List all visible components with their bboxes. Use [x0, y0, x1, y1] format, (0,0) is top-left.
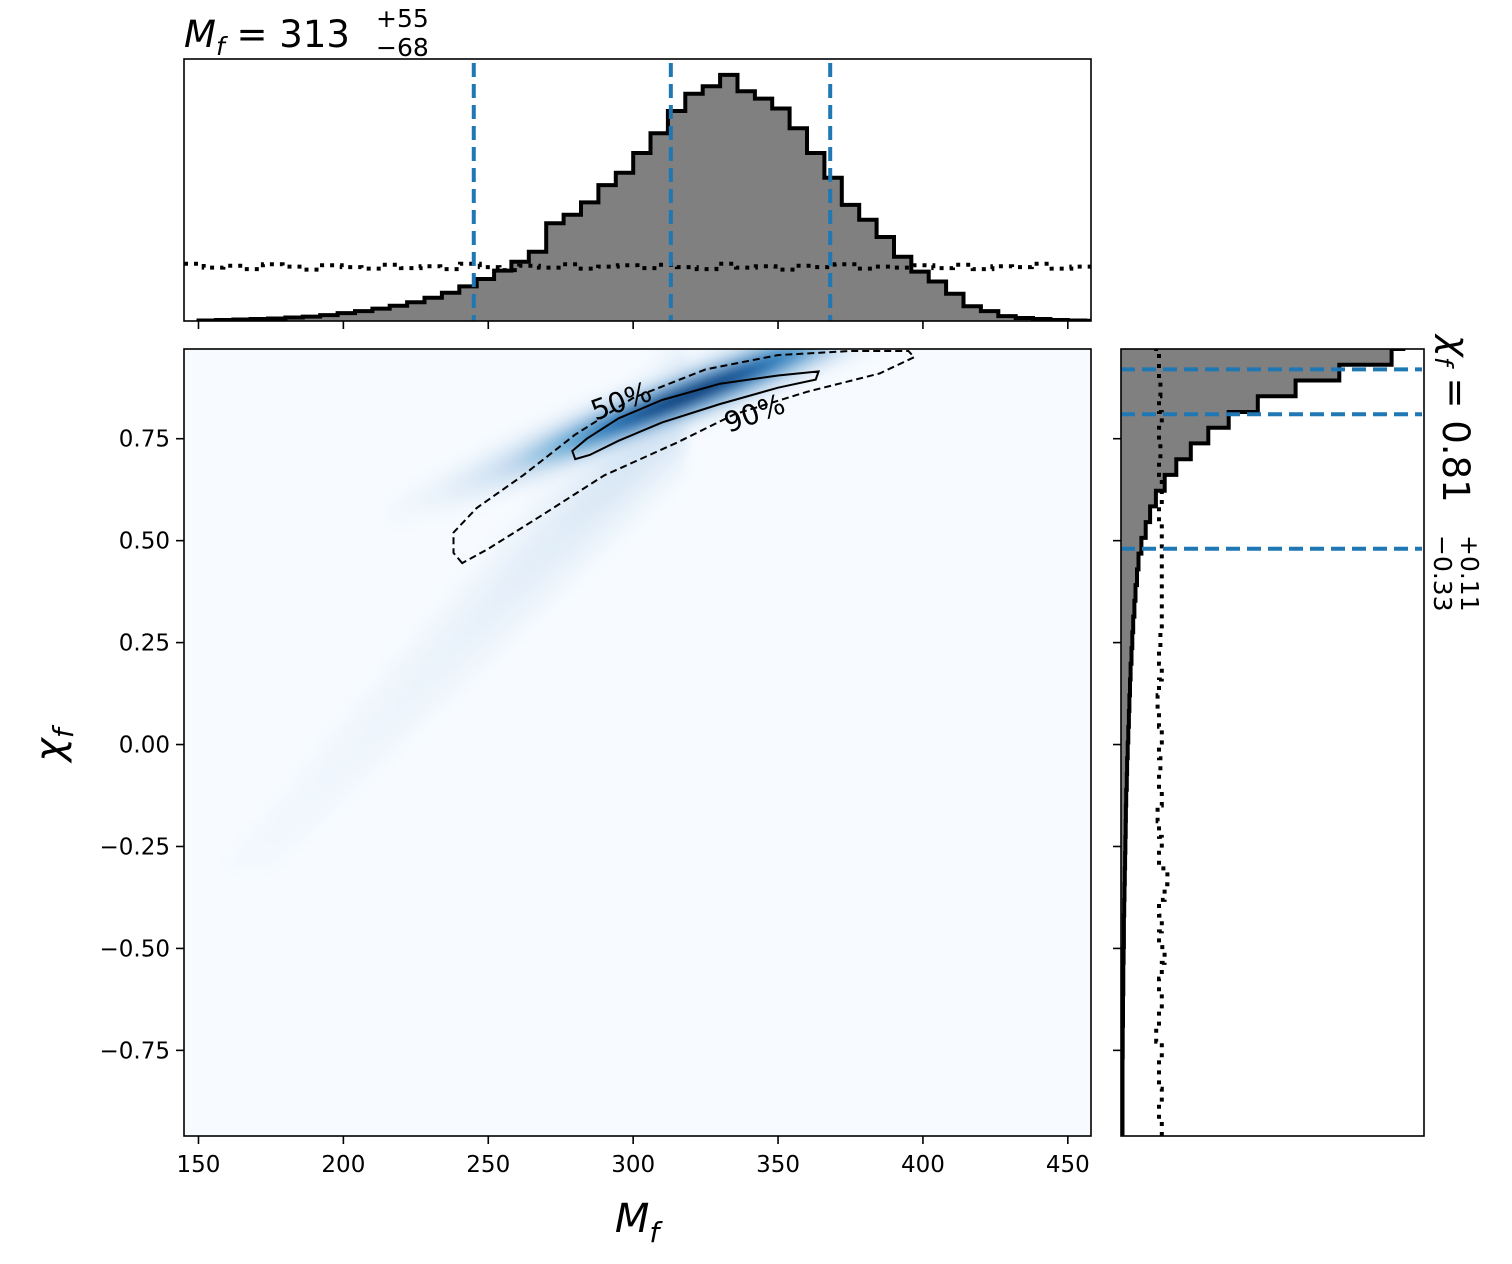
- top-title: Mf = 313: [184, 13, 350, 61]
- right-marginal-panel: χf = 0.81 +0.11 −0.33: [1113, 333, 1484, 1137]
- right-quantile-lines: [1121, 367, 1422, 551]
- x-tick-label: 400: [901, 1152, 945, 1178]
- x-tick-label: 200: [321, 1152, 365, 1178]
- top-panel-frame: [183, 58, 1092, 322]
- x-axis-label: Mf: [615, 1196, 664, 1249]
- x-tick-label: 350: [756, 1152, 800, 1178]
- y-axis-label-symbol: χ: [27, 737, 73, 764]
- joint-panel-frame: [183, 348, 1092, 1137]
- top-marginal-panel: Mf = 313 +55 −68: [183, 4, 1092, 329]
- top-histogram-bars: [196, 72, 1091, 321]
- top-prior-line: [184, 261, 1091, 273]
- right-panel-frame: [1120, 348, 1425, 1137]
- y-tick-label: 0.00: [119, 733, 170, 759]
- joint-panel: 150 200 250 300 350 400 450 −0.75 −0.50 −0.25 0.0…: [27, 348, 1092, 1249]
- x-axis-label-subscript: f: [649, 1216, 663, 1249]
- top-quantile-lines: [471, 63, 833, 321]
- density-heatmap: [224, 349, 887, 868]
- right-title-lower-error: −0.33: [1428, 535, 1457, 612]
- right-title-symbol: χ: [1434, 333, 1477, 359]
- top-x-ticks: [197, 321, 1069, 329]
- credible-contours: [452, 350, 916, 565]
- y-tick-label: 0.50: [119, 529, 170, 555]
- x-tick-label: 300: [611, 1152, 655, 1178]
- y-axis-ticks: −0.75 −0.50 −0.25 0.00 0.25 0.50 0.75: [100, 427, 184, 1064]
- right-prior-line: [1154, 349, 1170, 1136]
- top-title-lower-error: −68: [376, 33, 429, 62]
- right-y-ticks: [1113, 437, 1121, 1052]
- y-tick-label: −0.50: [100, 936, 170, 962]
- right-histogram: [1121, 349, 1406, 1136]
- top-histogram: [196, 72, 1091, 321]
- y-tick-label: 0.25: [119, 631, 170, 657]
- top-title-symbol: M: [184, 13, 216, 56]
- right-title: χf = 0.81 +0.11 −0.33: [1428, 333, 1484, 612]
- svg-text:χf = 0.81: χf = 0.81: [1429, 333, 1477, 503]
- x-tick-label: 450: [1046, 1152, 1090, 1178]
- contour-50pct: [571, 370, 821, 461]
- top-title-upper-error: +55: [376, 4, 429, 33]
- y-tick-label: −0.75: [100, 1038, 170, 1064]
- top-title-value: = 313: [225, 13, 350, 56]
- top-prior-curve: [184, 261, 1091, 273]
- right-prior-curve: [1154, 349, 1170, 1136]
- right-title-value: = 0.81: [1434, 366, 1477, 503]
- contour-90pct: [452, 350, 916, 565]
- x-axis-ticks: 150 200 250 300 350 400 450: [177, 1136, 1090, 1178]
- y-tick-label: 0.75: [119, 427, 170, 453]
- right-title-upper-error: +0.11: [1455, 535, 1484, 612]
- x-tick-label: 250: [466, 1152, 510, 1178]
- x-tick-label: 150: [177, 1152, 221, 1178]
- y-tick-label: −0.25: [100, 834, 170, 860]
- y-axis-label-subscript: f: [47, 724, 80, 738]
- x-axis-label-symbol: M: [615, 1196, 650, 1242]
- right-histogram-bars: [1121, 349, 1406, 1136]
- y-axis-label: χf: [27, 724, 80, 764]
